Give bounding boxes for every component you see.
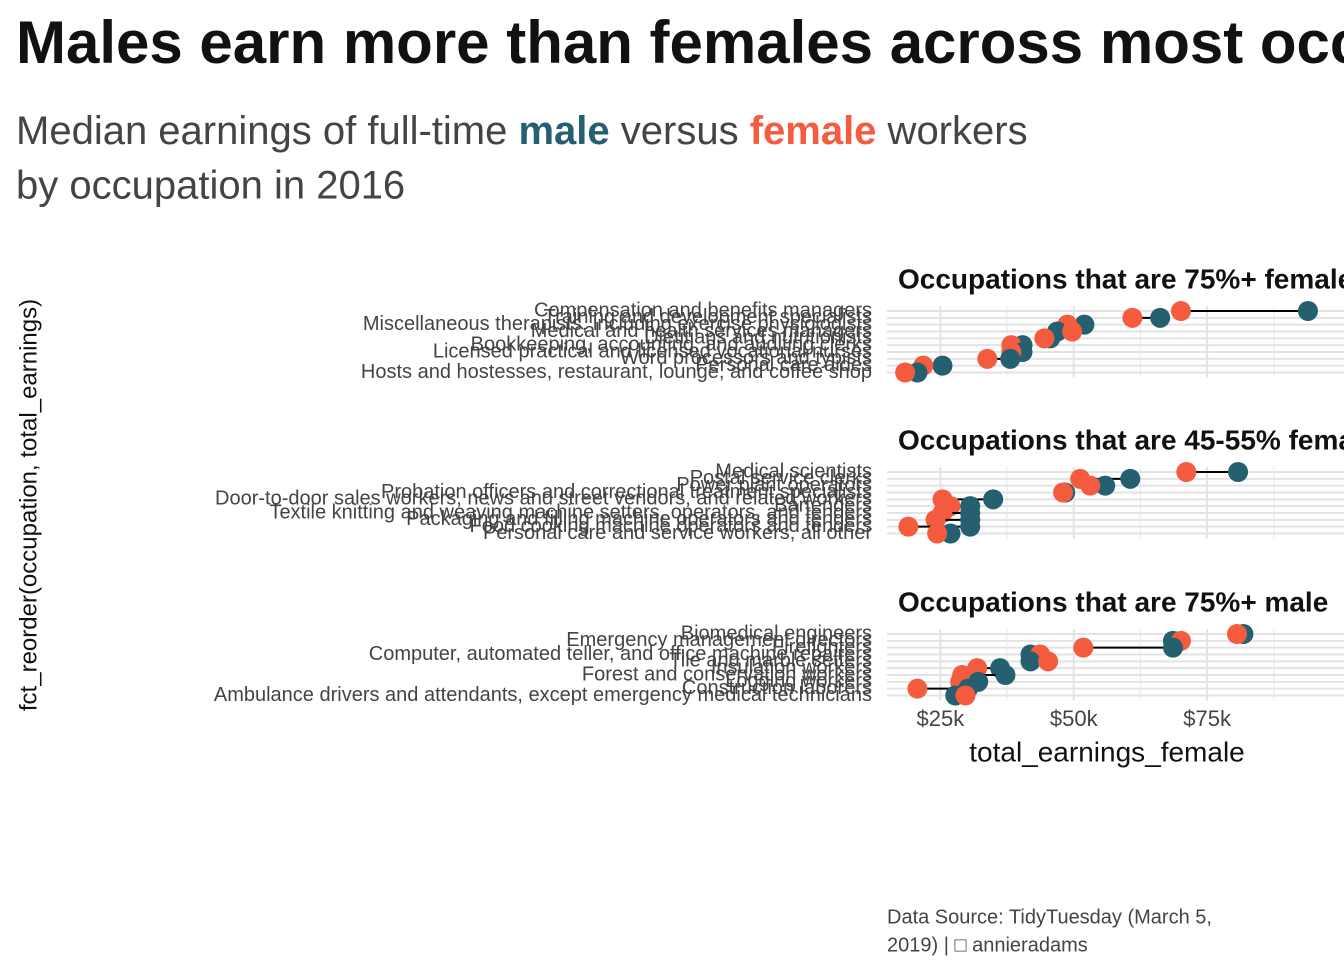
category-label: Forest and conservation workers — [582, 663, 872, 685]
subtitle: Median earnings of full-time male versus… — [16, 109, 1028, 153]
category-label: Emergency management directors — [566, 629, 872, 651]
category-label: Word processors and typists — [620, 347, 872, 369]
male-dot — [932, 355, 953, 376]
category-label: Medical and health services managers — [531, 320, 872, 342]
facet-title: Occupations that are 45-55% female — [898, 424, 1344, 455]
subtitle-part: workers — [876, 109, 1027, 153]
category-label: Door-to-door sales workers, news and str… — [215, 488, 872, 510]
facet-title: Occupations that are 75%+ female — [898, 263, 1344, 294]
category-label: Training and development specialists — [544, 306, 872, 328]
facet-title: Occupations that are 75%+ male — [898, 586, 1328, 617]
category-label: Insulation workers — [711, 656, 872, 678]
category-label: Ambulance drivers and attendants, except… — [214, 684, 872, 706]
female-dot — [1062, 321, 1083, 342]
subtitle-part: versus — [610, 109, 750, 153]
category-label: Firefighters — [772, 636, 872, 658]
subtitle-part: female — [750, 109, 877, 153]
category-label: Packaging and filling machine operators … — [406, 508, 872, 530]
category-label: Construction laborers — [682, 677, 872, 699]
male-dot — [1162, 637, 1183, 658]
male-dot — [1095, 475, 1116, 496]
female-dot — [1226, 624, 1247, 644]
female-dot — [1073, 637, 1094, 658]
category-label: Biomedical engineers — [681, 622, 872, 644]
female-dot — [907, 678, 928, 699]
male-dot — [1150, 307, 1171, 328]
category-label: Bookkeeping, accounting, and auditing cl… — [471, 333, 872, 355]
category-label: Logging workers — [725, 670, 872, 692]
subtitle-part: Median earnings of full-time — [16, 109, 518, 153]
female-dot — [1034, 328, 1055, 349]
category-label: Compensation and benefits managers — [534, 299, 872, 321]
category-label: Textile knitting and weaving machine set… — [269, 501, 872, 523]
category-label: Licensed practical and licensed vocation… — [433, 340, 872, 362]
x-tick-label: $75k — [1183, 706, 1232, 731]
caption: 2019) | □ annieradams — [887, 934, 1088, 956]
male-dot — [1120, 468, 1141, 489]
category-label: Dietitians and nutritionists — [644, 327, 872, 349]
male-dot — [1228, 462, 1249, 482]
female-dot — [1080, 475, 1101, 496]
category-label: Tile and marble setters — [669, 650, 872, 672]
category-label: Personal care and service workers, all o… — [483, 522, 872, 544]
subtitle-part: male — [518, 109, 609, 153]
category-label: Hosts and hostesses, restaurant, lounge,… — [361, 361, 872, 383]
male-dot — [983, 489, 1004, 510]
category-label: Miscellaneous therapists, including exer… — [363, 313, 872, 335]
female-dot — [955, 685, 976, 706]
category-label: Postal service clerks — [690, 467, 872, 489]
caption: Data Source: TidyTuesday (March 5, — [887, 906, 1212, 928]
y-axis-label: fct_reorder(occupation, total_earnings) — [15, 299, 42, 711]
category-label: Probation officers and correctional trea… — [381, 481, 872, 503]
category-label: Power plant operators — [676, 474, 872, 496]
male-dot — [1000, 348, 1021, 369]
female-dot — [977, 348, 998, 369]
subtitle: by occupation in 2016 — [16, 164, 405, 208]
female-dot — [1038, 651, 1059, 672]
x-tick-label: $50k — [1050, 706, 1099, 731]
female-dot — [1170, 301, 1191, 321]
female-dot — [927, 523, 948, 544]
x-tick-label: $25k — [916, 706, 965, 731]
category-label: Food cooking machine operators and tende… — [470, 515, 872, 537]
category-label: Bartenders — [774, 494, 872, 516]
female-dot — [1176, 462, 1197, 482]
female-dot — [898, 516, 919, 537]
x-axis-label: total_earnings_female — [969, 736, 1245, 767]
male-dot — [1020, 651, 1041, 672]
chart-title: Males earn more than females across most… — [16, 9, 1344, 76]
male-dot — [995, 665, 1016, 685]
female-dot — [895, 362, 916, 383]
category-label: Computer, automated teller, and office m… — [369, 643, 872, 665]
female-dot — [1053, 482, 1074, 503]
category-label: Personal care aides — [695, 354, 872, 376]
male-dot — [960, 516, 981, 537]
female-dot — [1122, 307, 1143, 328]
category-label: Medical scientists — [715, 460, 872, 482]
male-dot — [1297, 301, 1318, 321]
